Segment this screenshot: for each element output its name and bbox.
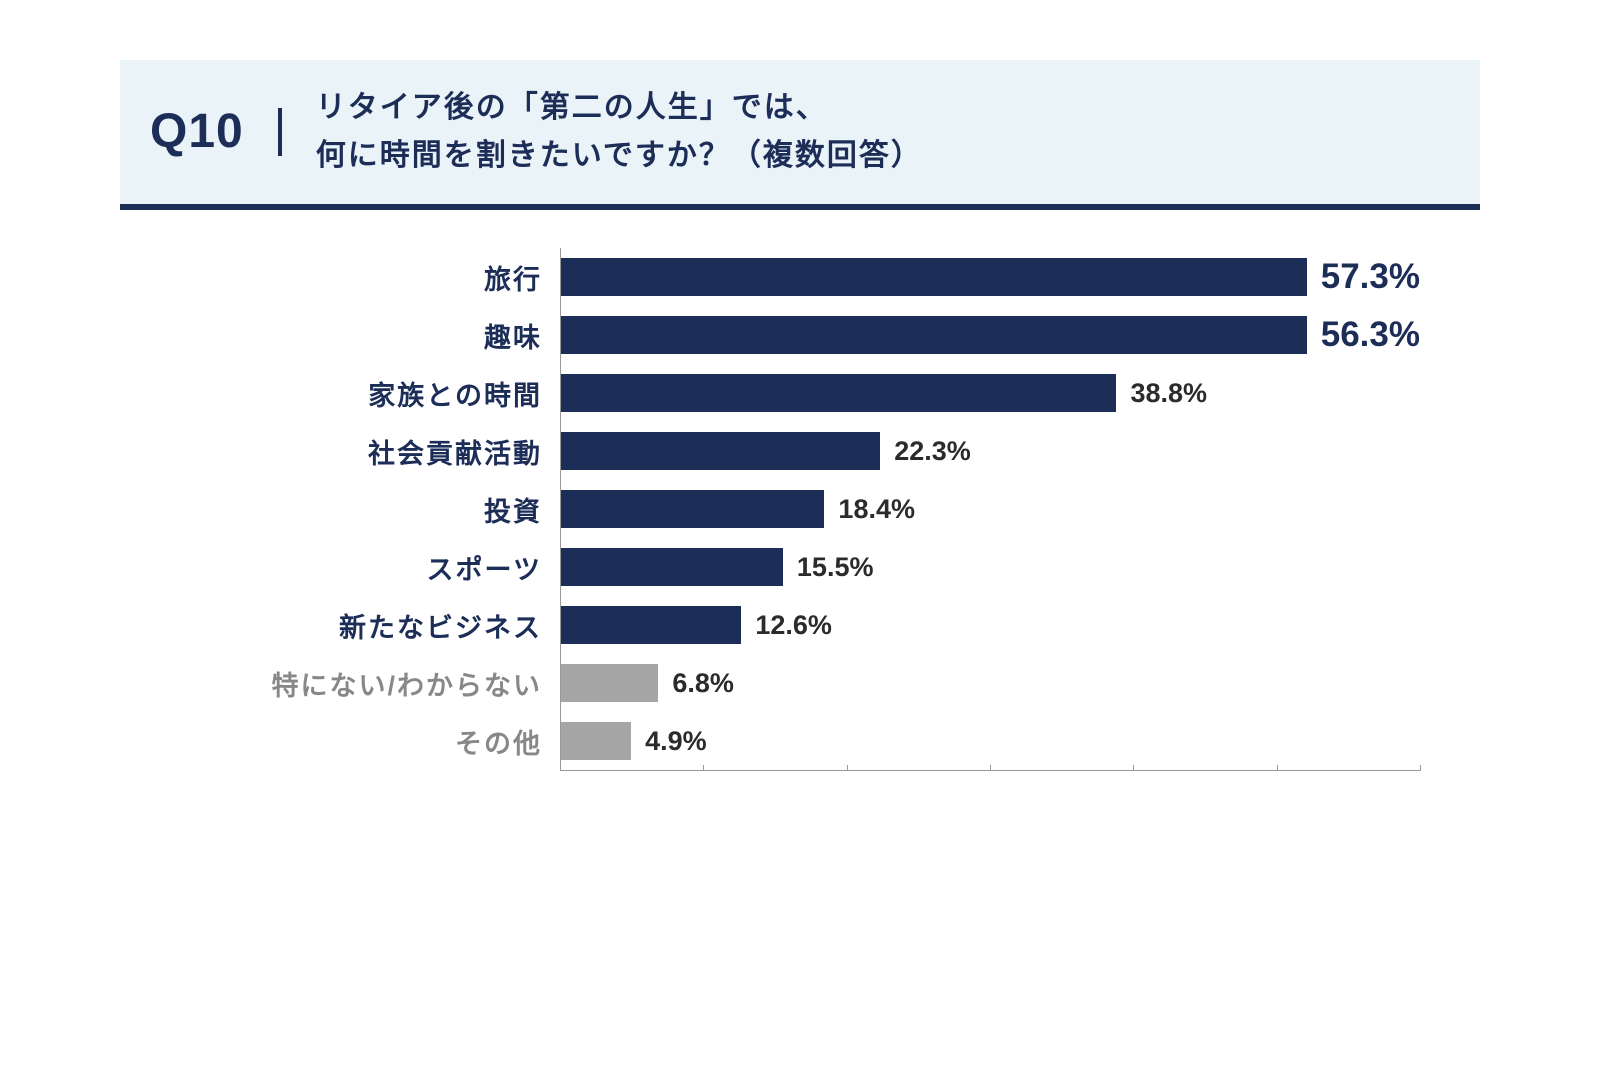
chart-row: 特にない/わからない 6.8% bbox=[180, 654, 1420, 712]
chart-row: 新たなビジネス 12.6% bbox=[180, 596, 1420, 654]
value-label: 18.4% bbox=[824, 494, 915, 525]
row-label: 家族との時間 bbox=[180, 374, 560, 413]
bar-track: 56.3% bbox=[560, 306, 1420, 364]
chart-row: 家族との時間 38.8% bbox=[180, 364, 1420, 422]
question-number: Q10 bbox=[150, 108, 282, 156]
value-label: 6.8% bbox=[658, 668, 734, 699]
row-label: 旅行 bbox=[180, 258, 560, 297]
value-label: 22.3% bbox=[880, 436, 971, 467]
header-underline bbox=[120, 204, 1480, 210]
question-title: リタイア後の「第二の人生」では、 何に時間を割きたいですか？（複数回答） bbox=[282, 84, 923, 180]
chart-rows: 旅行 57.3% 趣味 56.3% 家族との時間 38.8% 社会貢献活動 22.3% 投資 18… bbox=[180, 248, 1420, 770]
question-title-line2: 何に時間を割きたいですか？（複数回答） bbox=[316, 139, 923, 172]
row-label: その他 bbox=[180, 722, 560, 761]
bar bbox=[561, 258, 1307, 296]
axis-tick bbox=[990, 765, 991, 771]
chart-row: 社会貢献活動 22.3% bbox=[180, 422, 1420, 480]
axis-tick bbox=[1420, 765, 1421, 771]
chart-row: その他 4.9% bbox=[180, 712, 1420, 770]
bar bbox=[561, 606, 741, 644]
row-label: 特にない/わからない bbox=[180, 664, 560, 703]
chart-row: スポーツ 15.5% bbox=[180, 538, 1420, 596]
bar bbox=[561, 548, 783, 586]
bar bbox=[561, 664, 658, 702]
value-label: 56.3% bbox=[1307, 315, 1420, 355]
axis-tick bbox=[1133, 765, 1134, 771]
bar bbox=[561, 432, 880, 470]
chart-area: 旅行 57.3% 趣味 56.3% 家族との時間 38.8% 社会貢献活動 22.3% 投資 18… bbox=[120, 248, 1480, 772]
x-axis-ticks bbox=[560, 771, 1420, 772]
axis-tick bbox=[703, 765, 704, 771]
chart-row: 趣味 56.3% bbox=[180, 306, 1420, 364]
value-label: 4.9% bbox=[631, 726, 707, 757]
axis-tick bbox=[1277, 765, 1278, 771]
row-label: 新たなビジネス bbox=[180, 606, 560, 645]
bar-track: 15.5% bbox=[560, 538, 1420, 596]
bar-track: 18.4% bbox=[560, 480, 1420, 538]
row-label: スポーツ bbox=[180, 548, 560, 587]
question-header: Q10 リタイア後の「第二の人生」では、 何に時間を割きたいですか？（複数回答） bbox=[120, 60, 1480, 204]
bar-track: 4.9% bbox=[560, 712, 1420, 770]
value-label: 38.8% bbox=[1116, 378, 1207, 409]
bar-track: 6.8% bbox=[560, 654, 1420, 712]
bar bbox=[561, 490, 824, 528]
value-label: 57.3% bbox=[1307, 257, 1420, 297]
value-label: 15.5% bbox=[783, 552, 874, 583]
chart-row: 旅行 57.3% bbox=[180, 248, 1420, 306]
bar-track: 22.3% bbox=[560, 422, 1420, 480]
bar bbox=[561, 374, 1116, 412]
bar-track: 38.8% bbox=[560, 364, 1420, 422]
chart-row: 投資 18.4% bbox=[180, 480, 1420, 538]
value-label: 12.6% bbox=[741, 610, 832, 641]
axis-tick bbox=[560, 765, 561, 771]
bar-track: 12.6% bbox=[560, 596, 1420, 654]
row-label: 趣味 bbox=[180, 316, 560, 355]
row-label: 投資 bbox=[180, 490, 560, 529]
row-label: 社会貢献活動 bbox=[180, 432, 560, 471]
bar bbox=[561, 316, 1307, 354]
axis-tick bbox=[847, 765, 848, 771]
bar bbox=[561, 722, 631, 760]
bar-track: 57.3% bbox=[560, 248, 1420, 306]
question-title-line1: リタイア後の「第二の人生」では、 bbox=[316, 91, 828, 124]
